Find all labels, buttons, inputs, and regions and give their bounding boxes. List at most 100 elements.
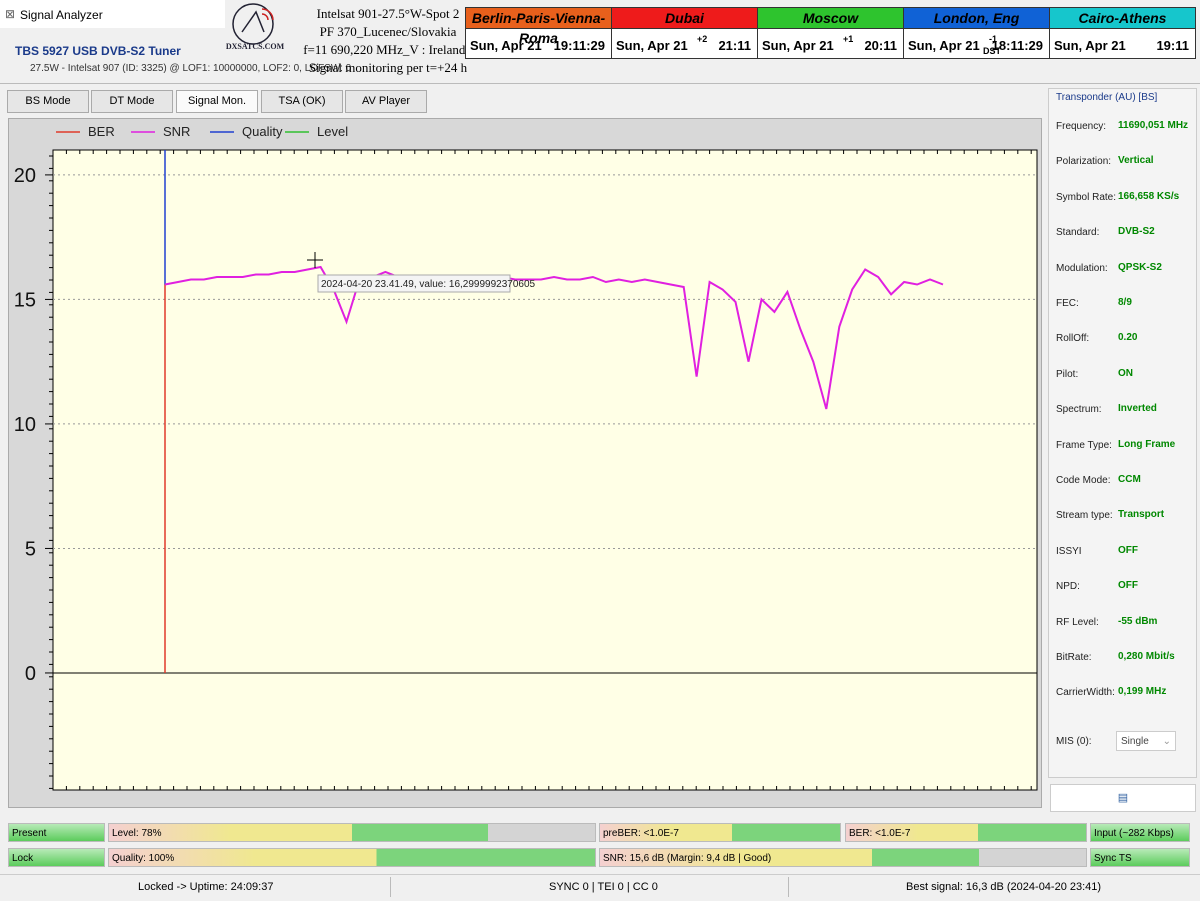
- status-indicator: Input (~282 Kbps): [1090, 823, 1190, 842]
- clock-city: Dubai: [612, 8, 757, 29]
- field-value: 166,658 KS/s: [1118, 190, 1180, 202]
- legend-label: Level: [317, 124, 348, 139]
- clock-city: London, Eng: [904, 8, 1049, 29]
- clock-dst: DST: [983, 46, 1001, 56]
- status-indicator: Sync TS: [1090, 848, 1190, 867]
- y-tick-label: 5: [25, 538, 36, 560]
- window-title: Signal Analyzer: [20, 8, 103, 22]
- tooltip-box: [317, 274, 511, 293]
- clock-time: 18:11:29: [991, 38, 1043, 53]
- field-label: Stream type:: [1056, 510, 1113, 522]
- cursor: [307, 252, 323, 268]
- tab[interactable]: BS Mode: [7, 90, 89, 113]
- field-value: ON: [1118, 367, 1133, 379]
- y-tick-label: 0: [25, 663, 36, 685]
- status-indicator: Lock: [8, 848, 105, 867]
- clock-date: Sun, Apr 21: [470, 38, 542, 53]
- clock-time: 19:11:29: [553, 38, 605, 53]
- mis-value: Single: [1121, 736, 1149, 747]
- footer-divider: [390, 877, 391, 897]
- field-value: 8/9: [1118, 297, 1132, 308]
- footer-best-signal: Best signal: 16,3 dB (2024-04-20 23:41): [906, 881, 1102, 893]
- clock-city: Cairo-Athens: [1050, 8, 1195, 29]
- status-footer: [0, 874, 1200, 901]
- field-label: Standard:: [1056, 227, 1100, 239]
- field-label: Polarization:: [1056, 156, 1112, 168]
- field-label: Symbol Rate:: [1056, 191, 1117, 203]
- field-value: Transport: [1118, 509, 1165, 521]
- clock-date: Sun, Apr 21: [1054, 38, 1126, 53]
- clock: Cairo-Athens Sun, Apr 21 19:11: [1049, 7, 1196, 59]
- field-value: 11690,051 MHz: [1118, 120, 1189, 131]
- footer-divider: [788, 877, 789, 897]
- caption-line: Signal monitoring per t=+24 h: [308, 60, 468, 75]
- clock: London, Eng Sun, Apr 21 -1 DST 18:11:29: [903, 7, 1050, 59]
- y-tick-label: 20: [14, 165, 36, 187]
- tab[interactable]: DT Mode: [91, 90, 173, 113]
- app-icon: ⊠: [5, 7, 16, 21]
- field-value: 0,199 MHz: [1118, 686, 1167, 698]
- legend-label: BER: [88, 124, 115, 139]
- clock-date: Sun, Apr 21: [908, 38, 980, 53]
- clock-city: Moscow: [758, 8, 903, 29]
- field-label: Frame Type:: [1056, 439, 1112, 451]
- caption-line: f=11 690,220 MHz_V : Ireland's: [303, 42, 473, 57]
- tab[interactable]: TSA (OK): [261, 90, 343, 113]
- panel-button[interactable]: ▤: [1050, 784, 1196, 812]
- tab[interactable]: Signal Mon.: [176, 90, 258, 113]
- field-label: Code Mode:: [1056, 475, 1111, 486]
- status-indicator: Present: [8, 823, 105, 842]
- plot-area: [52, 149, 1038, 791]
- field-label: BitRate:: [1056, 652, 1092, 663]
- caption-line: PF 370_Lucenec/Slovakia: [319, 24, 457, 39]
- transponder-panel: [1048, 88, 1197, 778]
- footer-uptime: Locked -> Uptime: 24:09:37: [138, 881, 274, 893]
- mis-label: MIS (0):: [1056, 736, 1092, 747]
- y-tick-label: 10: [14, 414, 36, 436]
- separator: [0, 83, 1200, 84]
- field-value: QPSK-S2: [1118, 261, 1162, 273]
- logo: [232, 3, 274, 45]
- field-label: Modulation:: [1056, 262, 1108, 274]
- clock-offset: +1: [843, 34, 854, 44]
- mis-dropdown[interactable]: Single ⌄: [1116, 731, 1176, 751]
- y-tick-label: 15: [14, 289, 36, 311]
- device-info: 27.5W - Intelsat 907 (ID: 3325) @ LOF1: …: [30, 63, 352, 74]
- legend-label: SNR: [163, 124, 190, 139]
- clock-date: Sun, Apr 21: [616, 38, 688, 53]
- status-indicator: BER: <1.0E-7: [845, 823, 1087, 842]
- clock: Berlin-Paris-Vienna-Roma Sun, Apr 21 19:11…: [465, 7, 612, 59]
- field-value: CCM: [1118, 474, 1141, 485]
- field-label: Spectrum:: [1056, 404, 1102, 416]
- logo-text: DXSATCS.COM: [225, 42, 285, 51]
- clock: Moscow Sun, Apr 21 +1 20:11: [757, 7, 904, 59]
- clock-time: 20:11: [864, 38, 897, 53]
- field-label: FEC:: [1056, 298, 1079, 309]
- field-label: Pilot:: [1056, 368, 1079, 380]
- field-label: RollOff:: [1056, 333, 1090, 345]
- field-label: Frequency:: [1056, 121, 1107, 132]
- field-value: OFF: [1118, 544, 1138, 556]
- device-name: TBS 5927 USB DVB-S2 Tuner: [15, 44, 181, 58]
- tooltip: 2024-04-20 23.41.49, value: 16,299999237…: [321, 279, 536, 290]
- clock: Dubai Sun, Apr 21 +2 21:11: [611, 7, 758, 59]
- footer-sync: SYNC 0 | TEI 0 | CC 0: [549, 881, 658, 893]
- field-value: 0.20: [1118, 332, 1138, 344]
- clock-date: Sun, Apr 21: [762, 38, 834, 53]
- status-indicator: Quality: 100%: [108, 848, 596, 867]
- legend-label: Quality: [242, 124, 283, 139]
- field-label: CarrierWidth:: [1056, 687, 1115, 699]
- status-indicator: preBER: <1.0E-7: [599, 823, 841, 842]
- clock-time: 19:11: [1156, 38, 1189, 53]
- snr-line: [164, 265, 944, 410]
- field-value: Inverted: [1118, 403, 1157, 415]
- field-label: ISSYI: [1056, 545, 1082, 557]
- field-label: RF Level:: [1056, 616, 1099, 628]
- field-value: OFF: [1118, 580, 1138, 592]
- tab[interactable]: AV Player: [345, 90, 427, 113]
- caption-line: Intelsat 901-27.5°W-Spot 2: [316, 6, 460, 21]
- field-value: Vertical: [1118, 155, 1154, 167]
- field-value: 0,280 Mbit/s: [1118, 651, 1175, 662]
- status-indicator: SNR: 15,6 dB (Margin: 9,4 dB | Good): [599, 848, 1087, 867]
- dropdown-arrow: ⌄: [1162, 736, 1171, 747]
